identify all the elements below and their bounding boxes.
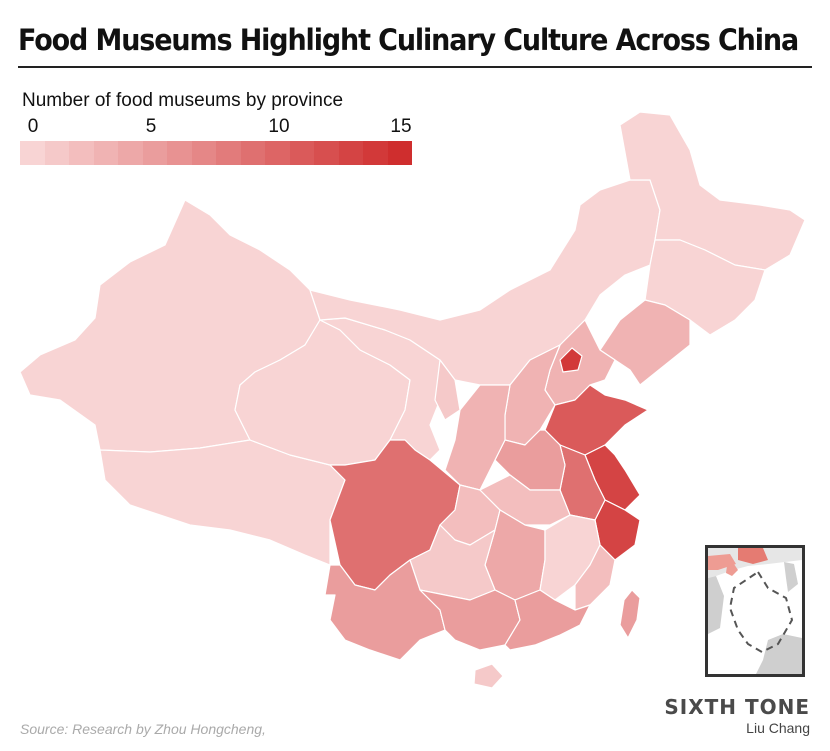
legend-step bbox=[191, 141, 216, 165]
legend-step bbox=[167, 141, 192, 165]
legend-step bbox=[289, 141, 314, 165]
legend-step bbox=[93, 141, 118, 165]
legend-step bbox=[20, 141, 45, 165]
region-ningxia bbox=[434, 359, 461, 421]
south-china-sea-inset bbox=[705, 545, 805, 677]
inset-indochina bbox=[708, 576, 724, 634]
author-credit: Liu Chang bbox=[746, 720, 810, 736]
legend-step bbox=[314, 141, 339, 165]
legend-step bbox=[142, 141, 167, 165]
source-note: Source: Research by Zhou Hongcheng, bbox=[20, 721, 266, 737]
legend-color-scale bbox=[20, 141, 412, 165]
region-beijing bbox=[559, 347, 583, 373]
inset-nine-dash-line bbox=[728, 570, 794, 654]
legend-step bbox=[240, 141, 265, 165]
legend-tick-0: 0 bbox=[27, 116, 39, 137]
brand-logo: SIXTH TONE bbox=[664, 695, 810, 719]
legend-step bbox=[265, 141, 290, 165]
region-liaoning bbox=[599, 299, 691, 386]
region-guangdong bbox=[504, 589, 591, 651]
legend-step bbox=[69, 141, 94, 165]
legend-tick-5: 5 bbox=[145, 116, 157, 137]
legend-title: Number of food museums by province bbox=[22, 90, 344, 111]
region-henan bbox=[494, 429, 566, 491]
inset-philippines bbox=[784, 562, 798, 592]
title-divider bbox=[18, 66, 812, 68]
legend-step bbox=[44, 141, 69, 165]
legend-ticks: 0 5 10 15 bbox=[20, 116, 412, 138]
legend-step bbox=[216, 141, 241, 165]
legend-step bbox=[118, 141, 143, 165]
legend-step bbox=[363, 141, 388, 165]
legend-tick-15: 15 bbox=[390, 116, 412, 137]
inset-borneo bbox=[756, 634, 802, 674]
inset-guangdong bbox=[738, 548, 768, 564]
page-title: Food Museums Highlight Culinary Culture … bbox=[18, 23, 799, 57]
legend-step bbox=[338, 141, 363, 165]
region-taiwan bbox=[619, 589, 641, 639]
legend-tick-10: 10 bbox=[268, 116, 290, 137]
region-hainan bbox=[473, 663, 504, 689]
legend-step bbox=[387, 141, 412, 165]
inset-map bbox=[708, 548, 802, 674]
inset-hainan bbox=[726, 564, 738, 576]
